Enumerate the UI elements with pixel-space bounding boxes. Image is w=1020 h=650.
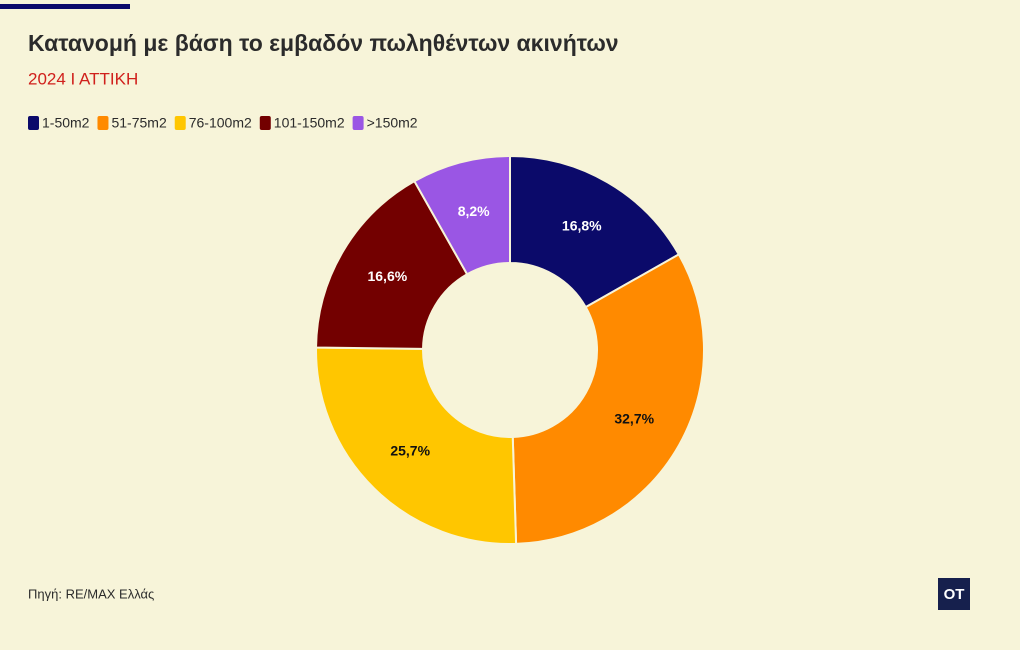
slice — [315, 346, 518, 545]
legend-label: 76-100m2 — [189, 115, 252, 131]
source: Πηγή: RE/MAX Ελλάς — [28, 586, 154, 601]
chart-subtitle: 2024 Ι ΑΤΤΙΚΗ — [28, 69, 138, 88]
legend-swatch — [97, 116, 109, 130]
legend: 1-50m2 51-75m2 76-100m2 101-150m2 >150m2 — [28, 115, 418, 131]
legend-swatch — [352, 116, 364, 130]
legend-label: 101-150m2 — [274, 115, 345, 131]
slice — [511, 253, 705, 545]
slice — [315, 179, 469, 350]
data-label: 16,8% — [562, 218, 602, 234]
legend-label: 51-75m2 — [111, 115, 166, 131]
slice — [509, 154, 681, 309]
legend-swatch — [174, 116, 186, 130]
logo: OT — [944, 586, 965, 603]
chart-title: Κατανομή με βάση το εμβαδόν πωληθέντων α… — [28, 30, 619, 56]
accent-bar — [0, 4, 130, 9]
data-label: 32,7% — [614, 411, 654, 427]
legend-swatch — [259, 116, 271, 130]
legend-swatch — [28, 116, 39, 130]
data-label: 8,2% — [458, 203, 490, 219]
data-label: 25,7% — [390, 442, 430, 458]
slice — [413, 154, 511, 276]
plot: 16,8% 32,7% 25,7% 16,6% 8,2% — [315, 154, 705, 545]
data-label: 16,6% — [367, 268, 407, 284]
logo-box — [938, 578, 970, 610]
legend-label: >150m2 — [367, 115, 418, 131]
legend-label: 1-50m2 — [42, 115, 90, 131]
